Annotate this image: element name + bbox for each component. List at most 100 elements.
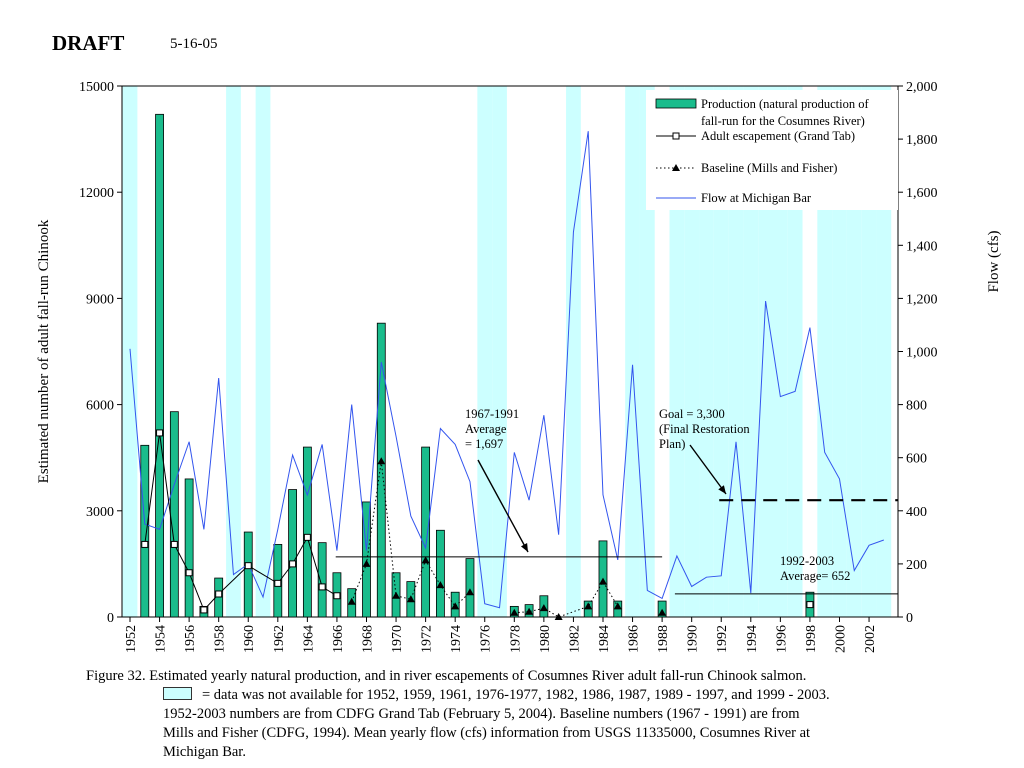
baseline-marker [465,588,474,596]
right-axis-tick-label: 1,200 [906,292,938,307]
x-axis-tick-label: 1984 [597,625,612,653]
nodata-band [817,86,833,617]
escapement-marker [156,429,164,437]
left-axis-tick-label: 15000 [79,80,114,95]
escapement-marker [141,540,149,548]
legend-production-label-2: fall-run for the Cosumnes River) [701,114,865,128]
production-bar [155,113,164,618]
nodata-band [861,86,877,617]
right-axis-tick-label: 1,000 [906,346,938,361]
nodata-band [684,86,700,617]
right-axis-tick-label: 1,800 [906,133,938,148]
legend-escapement-marker [672,132,680,140]
production-bar [317,542,327,618]
nodata-band [713,86,729,617]
baseline-marker [347,597,356,605]
escapement-marker [806,601,814,609]
baseline-marker [377,457,386,465]
nodata-band [699,86,714,617]
x-axis-tick-label: 2002 [863,625,878,653]
production-bar [362,501,371,618]
left-axis-tick-label: 12000 [79,186,114,201]
baseline-marker [421,556,430,564]
left-axis-tick-label: 9000 [86,292,114,307]
escapement-line [144,432,338,611]
escapement-marker [333,592,341,600]
x-axis-tick-label: 1958 [213,625,228,653]
nodata-band [876,86,892,617]
annotation-goal: Plan) [659,437,685,451]
x-axis-tick-label: 1998 [804,625,819,653]
escapement-marker [200,606,208,614]
left-axis-tick-label: 6000 [86,399,114,414]
annotation-1967-1991: = 1,697 [465,437,503,451]
baseline-marker [451,602,460,610]
nodata-band [787,86,803,617]
nodata-band [492,86,507,617]
right-axis-tick-label: 0 [906,611,913,626]
nodata-band [846,86,862,617]
escapement-marker [170,540,178,548]
legend-box [646,90,898,210]
x-axis-tick-label: 1980 [538,625,553,653]
annotation-goal: Goal = 3,300 [659,407,725,421]
nodata-band [255,86,271,617]
x-axis-tick-label: 1960 [242,625,257,653]
production-bar [288,489,297,618]
escapement-marker [303,533,311,541]
production-bar [376,322,386,618]
production-bar [214,577,224,618]
x-axis-tick-label: 1962 [272,625,287,653]
baseline-marker [658,608,667,616]
x-axis-tick-label: 1976 [479,625,494,653]
nodata-band [639,86,655,617]
annotation-1967-1991: Average [465,422,507,436]
left-axis-tick-label: 0 [107,611,114,626]
legend-production-swatch [655,98,697,109]
arrow-1967-1991 [477,459,529,553]
production-bar [435,529,445,618]
baseline-marker [392,591,401,599]
baseline-marker [598,577,607,585]
nodata-band [625,86,640,617]
production-bar [421,446,431,618]
escapement-marker [274,579,282,587]
nodata-band [772,86,788,617]
chinook-chart: 0 3000 6000 9000 12000 15000 0 200 400 600 800 1,00… [36,80,1002,653]
x-axis-tick-label: 1966 [331,625,346,653]
x-axis-tick-label: 1990 [686,625,701,653]
x-axis-tick-label: 1986 [627,625,642,653]
x-axis-tick-label: 1978 [508,625,523,653]
flow-line [129,131,884,609]
right-axis-tick-label: 2,000 [906,80,938,95]
annotation-1992-2003: 1992-2003 [780,554,834,568]
arrow-1967-1991-head [520,543,528,552]
legend-escapement-label: Adult escapement (Grand Tab) [701,129,855,143]
legend-production-label: Production (natural production of [701,97,870,111]
arrow-goal-head [718,485,726,494]
x-axis-tick-label: 1964 [301,625,316,653]
baseline-marker [406,595,415,603]
right-axis-tick-label: 400 [906,505,927,520]
right-axis-tick-label: 200 [906,558,927,573]
right-axis-tick-label: 800 [906,399,927,414]
nodata-band [758,86,773,617]
left-axis-tick-label: 3000 [86,505,114,520]
baseline-marker [554,613,563,620]
annotation-goal: (Final Restoration [659,422,750,436]
x-axis-tick-label: 1972 [420,625,435,653]
x-axis-tick-label: 1954 [154,625,169,653]
nodata-band [832,86,847,617]
x-axis-tick-label: 1988 [656,625,671,653]
x-axis-tick-label: 1956 [183,625,198,653]
baseline-marker [436,581,445,589]
production-bar [184,478,194,618]
nodata-band [566,86,581,617]
production-bar [465,558,475,618]
right-axis-tick-label: 1,600 [906,186,938,201]
figure-caption: Figure 32. Estimated yearly natural prod… [86,667,986,762]
baseline-marker [525,607,534,615]
caption-line-4: Mills and Fisher (CDFG, 1994). Mean year… [163,725,811,741]
escapement-marker [289,560,297,568]
x-axis-tick-label: 1994 [745,625,760,653]
